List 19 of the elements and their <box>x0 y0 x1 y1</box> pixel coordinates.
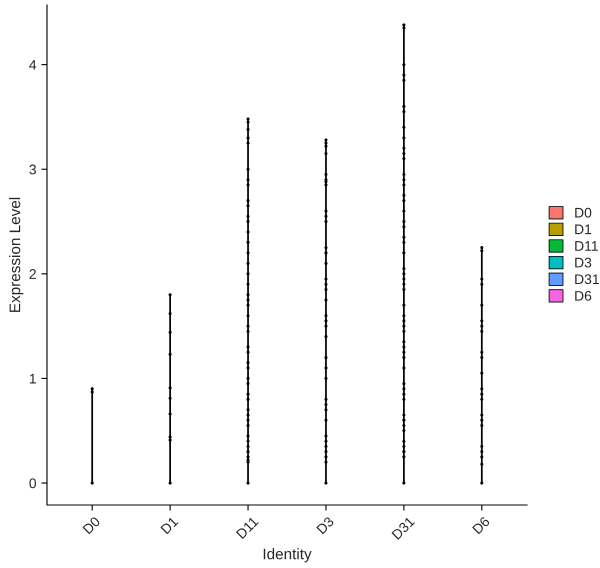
y-tick-label: 3 <box>29 164 36 174</box>
x-tick-label: D11 <box>236 516 259 540</box>
y-tick-label: 1 <box>30 374 36 384</box>
legend-label: D11 <box>575 241 598 251</box>
x-tick-label: D3 <box>316 516 334 534</box>
legend-label: D31 <box>575 274 599 284</box>
x-tick-label: D0 <box>82 516 101 534</box>
x-tick-label: D6 <box>472 516 490 534</box>
x-tick-label: D31 <box>391 516 416 540</box>
legend-label: D1 <box>575 224 592 234</box>
legend-label: D6 <box>575 290 592 301</box>
y-tick-label: 2 <box>30 269 36 279</box>
y-tick-label: 4 <box>29 60 36 70</box>
y-axis-title: Expression Level <box>9 198 24 312</box>
legend-label: D3 <box>575 258 592 268</box>
x-axis-title: Identity <box>264 548 312 562</box>
y-tick-label: 0 <box>29 478 36 488</box>
x-tick-label: D1 <box>160 516 178 534</box>
legend-label: D0 <box>575 208 592 218</box>
